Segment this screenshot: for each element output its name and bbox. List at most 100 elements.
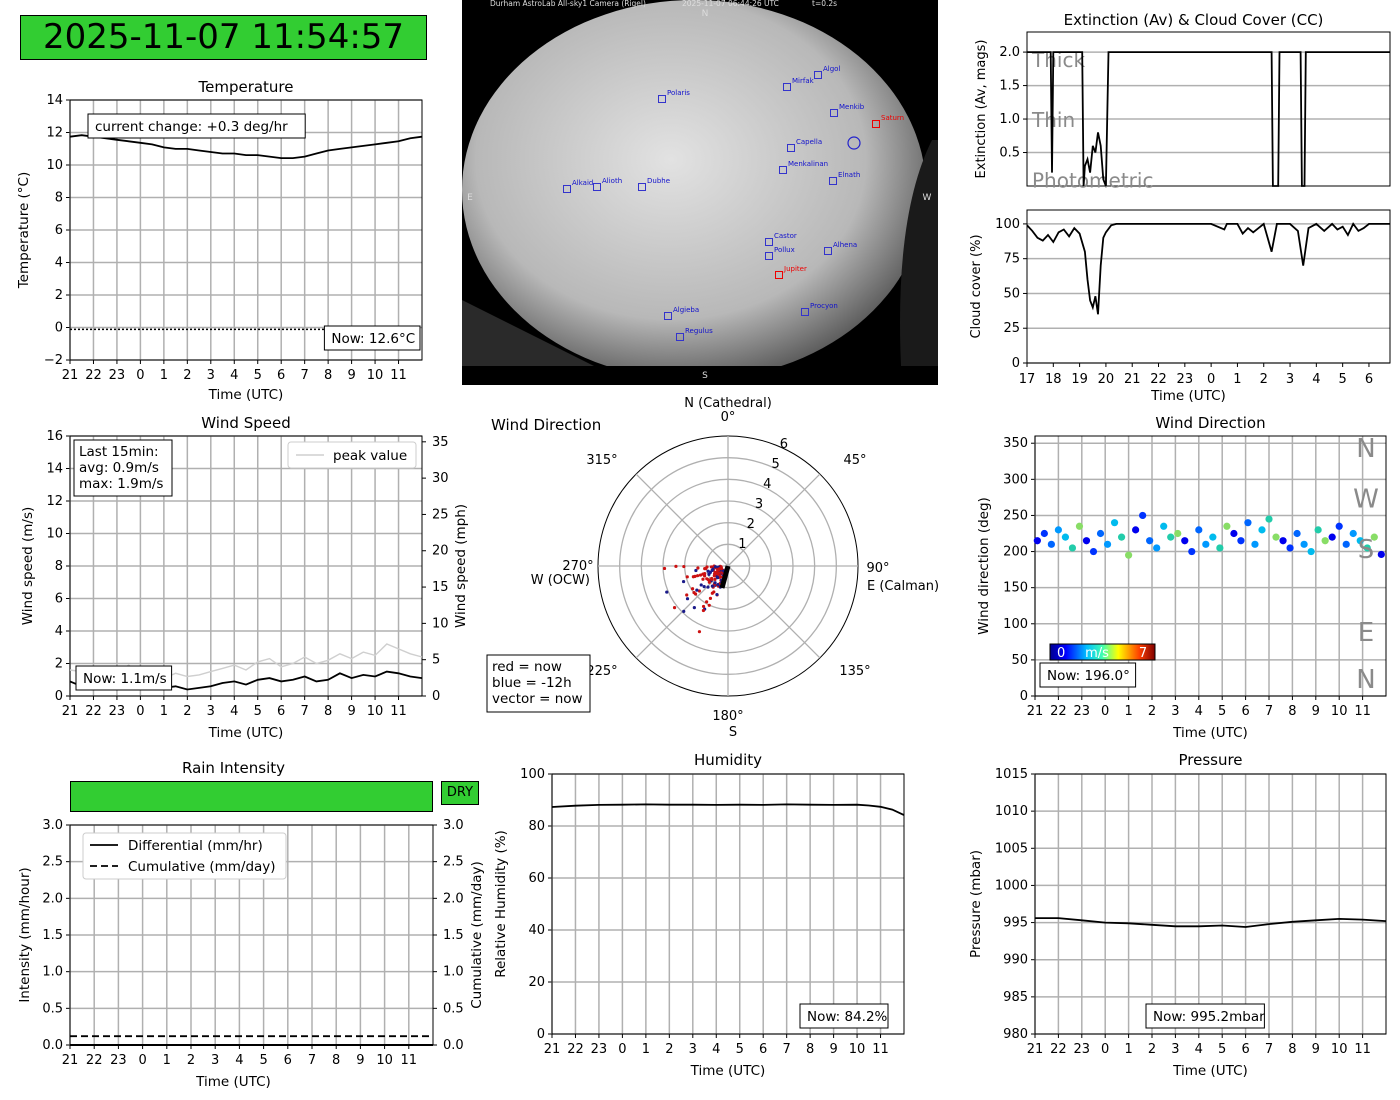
x-tick-label: 8 bbox=[332, 1053, 340, 1068]
y-tick-label: 350 bbox=[1003, 436, 1028, 451]
x-tick-label: 22 bbox=[85, 368, 102, 383]
wind-direction-point bbox=[1223, 522, 1231, 530]
wind-direction-point bbox=[1117, 533, 1126, 541]
wind-direction-point bbox=[1188, 547, 1196, 556]
y-tick-label: 0 bbox=[55, 321, 63, 336]
compass-label: N bbox=[1356, 665, 1375, 695]
plot-frame bbox=[551, 773, 905, 1035]
legend-label: Differential (mm/hr) bbox=[128, 838, 263, 854]
wind-point bbox=[701, 577, 705, 581]
band-label: Photometric bbox=[1032, 168, 1153, 192]
x-tick-label: 1 bbox=[163, 1053, 171, 1068]
star-marker bbox=[779, 166, 787, 174]
x-tick-label: 11 bbox=[1354, 704, 1371, 719]
star-marker bbox=[676, 333, 684, 341]
wind-point bbox=[681, 579, 686, 584]
y-tick-label: 25 bbox=[1003, 321, 1020, 336]
x-tick-label: 6 bbox=[1241, 704, 1249, 719]
wind-direction-point bbox=[1033, 537, 1041, 545]
y-tick-label: 6 bbox=[55, 592, 63, 607]
y2-tick-label: 2.5 bbox=[443, 855, 464, 870]
x-tick-label: 23 bbox=[109, 368, 126, 383]
x-tick-label: 0 bbox=[1101, 1042, 1109, 1057]
y-axis-label: Wind direction (deg) bbox=[976, 497, 992, 635]
y-tick-label: 8 bbox=[55, 559, 63, 574]
wind-direction-now-label-box bbox=[1039, 662, 1137, 688]
chart-title: Wind Direction bbox=[491, 416, 601, 434]
wind-direction-point bbox=[1377, 550, 1385, 559]
x-axis-label: Time (UTC) bbox=[1150, 388, 1226, 404]
wind-direction-point bbox=[1349, 529, 1357, 538]
wind-direction-point bbox=[1068, 544, 1077, 552]
x-tick-label: 19 bbox=[1071, 372, 1088, 387]
x-tick-label: 6 bbox=[284, 1053, 292, 1068]
y-tick-label: 250 bbox=[1003, 508, 1028, 523]
x-tick-label: 2 bbox=[1260, 372, 1268, 387]
star-label: Saturn bbox=[881, 114, 904, 122]
x-tick-label: 22 bbox=[1050, 704, 1067, 719]
chart-title: Wind Speed bbox=[201, 414, 291, 432]
y-tick-label: 0.5 bbox=[999, 146, 1020, 161]
x-tick-label: 23 bbox=[109, 704, 126, 719]
wind-direction-point bbox=[1089, 547, 1098, 556]
y2-tick-label: 30 bbox=[432, 471, 449, 486]
plot-frame bbox=[1034, 435, 1387, 697]
y-axis-label: Temperature (°C) bbox=[16, 172, 32, 290]
x-tick-label: 4 bbox=[230, 704, 238, 719]
x-tick-label: 0 bbox=[136, 704, 144, 719]
y-tick-label: 1015 bbox=[995, 767, 1028, 782]
x-tick-label: 2 bbox=[183, 704, 191, 719]
y-tick-label: 8 bbox=[55, 191, 63, 206]
x-tick-label: 18 bbox=[1045, 372, 1062, 387]
wind-stats-line: Last 15min: bbox=[79, 444, 159, 460]
y-tick-label: 14 bbox=[46, 93, 63, 108]
wind-point bbox=[685, 597, 690, 601]
wind-point bbox=[682, 609, 686, 614]
wind-point bbox=[713, 577, 717, 581]
x-tick-label: 2 bbox=[665, 1042, 673, 1057]
y-tick-label: 50 bbox=[1003, 286, 1020, 301]
wind-point bbox=[691, 575, 695, 579]
star-label: Polaris bbox=[667, 89, 690, 97]
extinction-line bbox=[1027, 51, 1390, 187]
x-tick-label: 21 bbox=[544, 1042, 561, 1057]
x-tick-label: 7 bbox=[1265, 704, 1273, 719]
wind-point bbox=[682, 564, 686, 569]
y2-tick-label: 15 bbox=[432, 580, 449, 595]
y-tick-label: 0.5 bbox=[42, 1001, 63, 1016]
y-tick-label: 990 bbox=[1003, 953, 1028, 968]
angular-grid-line bbox=[727, 473, 821, 567]
plot-frame bbox=[1034, 773, 1387, 1035]
x-tick-label: 9 bbox=[347, 368, 355, 383]
x-axis-label: Time (UTC) bbox=[690, 1063, 766, 1079]
x-tick-label: 3 bbox=[1171, 704, 1179, 719]
wind-point bbox=[715, 572, 719, 576]
humidity-now-label: Now: 84.2% bbox=[807, 1009, 888, 1025]
chart-title: Humidity bbox=[694, 751, 762, 769]
wind-direction-point bbox=[1286, 544, 1294, 552]
y2-tick-label: 2.0 bbox=[443, 891, 464, 906]
chart-title: Wind Direction bbox=[1155, 414, 1265, 432]
star-marker bbox=[801, 308, 809, 316]
chart-title: Extinction (Av) & Cloud Cover (CC) bbox=[1064, 11, 1324, 29]
wind-point bbox=[693, 592, 698, 596]
direction-label: W (OCW) bbox=[531, 573, 590, 588]
star-marker bbox=[824, 247, 832, 255]
x-tick-label: 4 bbox=[235, 1053, 243, 1068]
wind-point bbox=[707, 580, 711, 584]
x-tick-label: 21 bbox=[62, 704, 79, 719]
x-tick-label: 4 bbox=[1195, 1042, 1203, 1057]
wind-point bbox=[710, 584, 714, 588]
x-tick-label: 8 bbox=[1288, 1042, 1296, 1057]
y-tick-label: 60 bbox=[528, 871, 545, 886]
x-tick-label: 23 bbox=[1074, 704, 1091, 719]
wind-direction-point bbox=[1251, 540, 1259, 548]
wind-point bbox=[719, 566, 723, 570]
star-label: Alkaid bbox=[572, 179, 593, 187]
x-axis-label: Time (UTC) bbox=[1172, 725, 1248, 741]
y-tick-label: 10 bbox=[46, 527, 63, 542]
horizon-obstruction bbox=[900, 140, 938, 385]
y2-tick-label: 0.0 bbox=[443, 1038, 464, 1053]
